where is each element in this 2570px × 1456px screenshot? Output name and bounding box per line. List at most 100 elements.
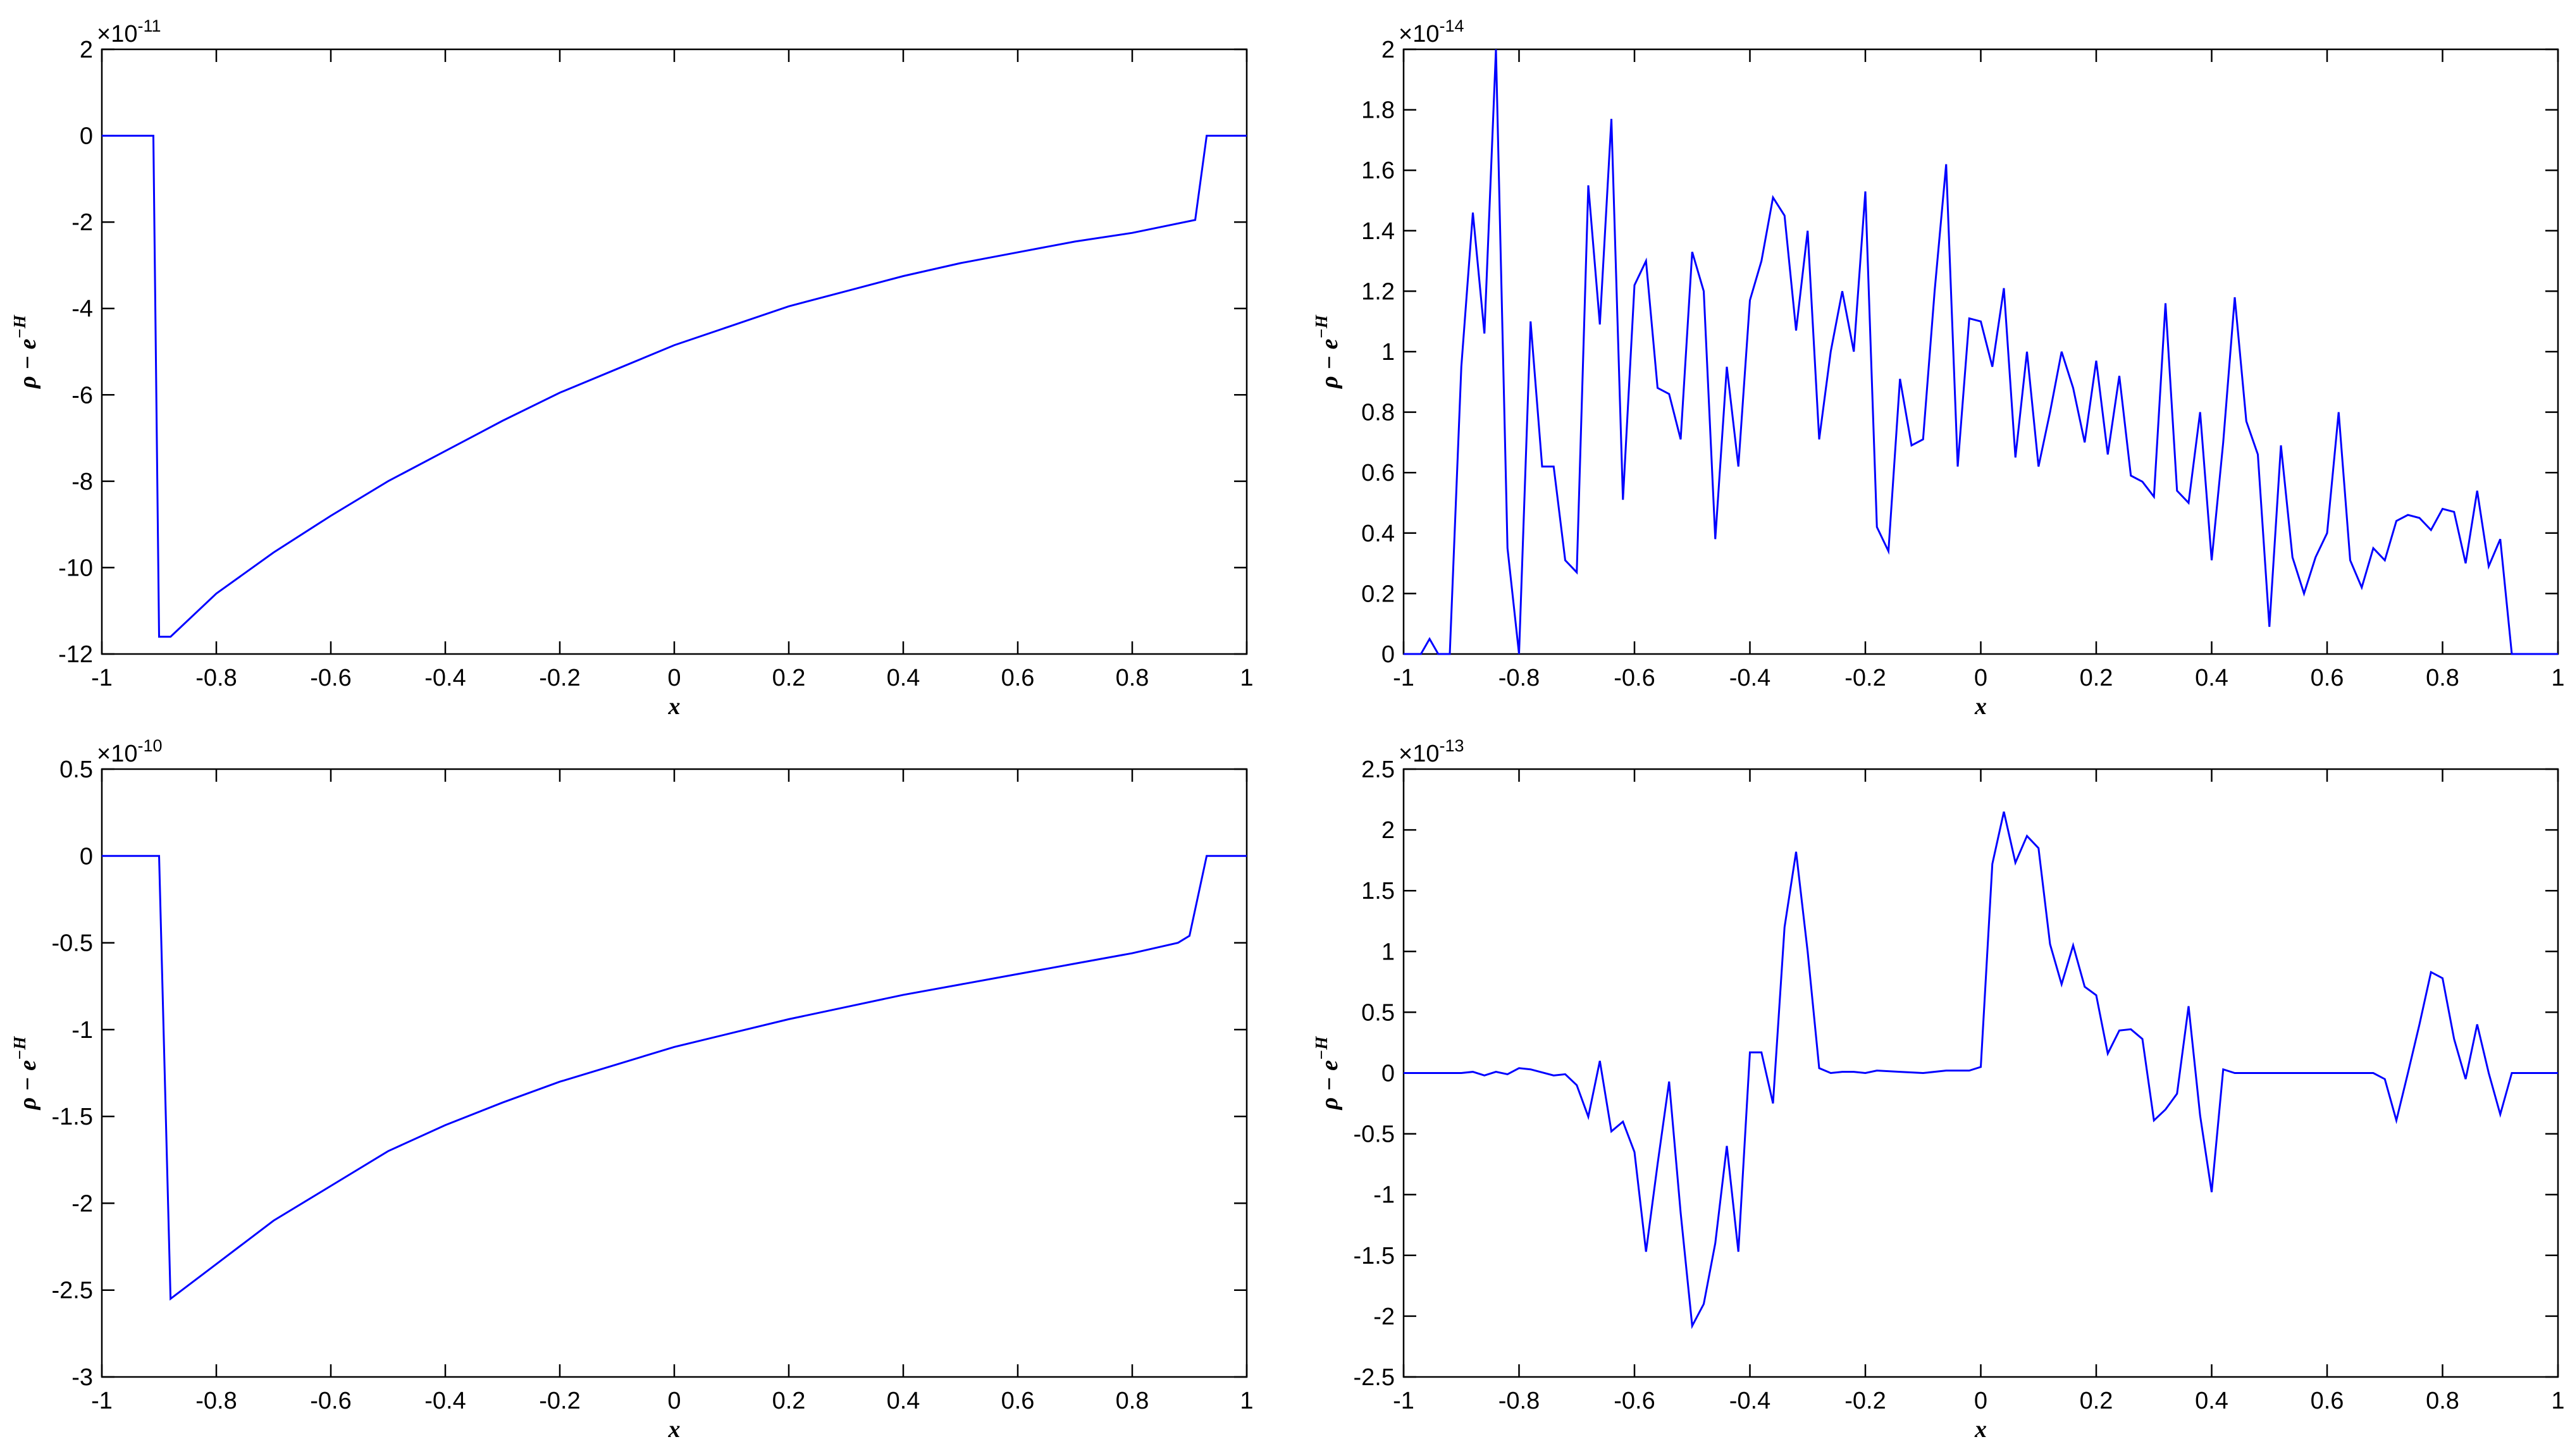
chart-panel: -1 -0.8 -0.6 -0.4 -0.2 0 0.2 0.4 0.6 0.8 1 -12 -10 -8… xyxy=(10,16,1254,720)
y-tick-label: -1 xyxy=(71,1017,93,1044)
axis-multiplier-exp: -13 xyxy=(1439,736,1464,755)
chart-panel: -1 -0.8 -0.6 -0.4 -0.2 0 0.2 0.4 0.6 0.8 1 0 0.2 0.4 0… xyxy=(1312,16,2565,720)
x-tick-label: -1 xyxy=(91,1388,113,1414)
x-tick-label: -0.8 xyxy=(1498,665,1540,691)
y-axis-label-sup: −H xyxy=(10,314,29,338)
data-line xyxy=(1404,811,2558,1330)
x-tick-label: 0.6 xyxy=(1001,665,1035,691)
y-tick-label: 0.4 xyxy=(1361,521,1395,547)
y-tick-label: 0.8 xyxy=(1361,400,1395,426)
y-tick-label: -0.5 xyxy=(52,930,93,957)
x-tick-label: -0.2 xyxy=(539,1388,580,1414)
x-tick-label: 0 xyxy=(667,1388,681,1414)
x-tick-label: -0.8 xyxy=(195,1388,237,1414)
y-axis-label: ρ − e−H xyxy=(10,314,41,389)
y-tick-label: 1.8 xyxy=(1361,97,1395,124)
axis-multiplier: ×10-10 xyxy=(97,736,163,767)
y-tick-label: -2 xyxy=(71,209,93,236)
y-tick-label: -3 xyxy=(71,1364,93,1391)
y-axis-label-base: ρ − e xyxy=(1316,1060,1343,1111)
y-axis-label-sup: −H xyxy=(1312,314,1331,338)
y-tick-label: -4 xyxy=(71,296,93,323)
axis-multiplier: ×10-11 xyxy=(97,16,161,47)
y-tick-label: 0 xyxy=(80,123,93,150)
y-tick-label: -2 xyxy=(1373,1304,1395,1330)
x-tick-label: 0 xyxy=(1974,1388,1987,1414)
y-tick-label: 2 xyxy=(1381,37,1395,63)
y-tick-label: 1.5 xyxy=(1361,878,1395,904)
y-tick-label: 0 xyxy=(1381,1061,1395,1087)
x-tick-label: -0.2 xyxy=(539,665,580,691)
x-axis-label: x xyxy=(1974,693,1987,720)
x-tick-label: 0.8 xyxy=(2426,1388,2459,1414)
y-tick-label: -10 xyxy=(58,555,93,581)
x-tick-label: -0.4 xyxy=(1729,1388,1770,1414)
y-axis-label: ρ − e−H xyxy=(10,1036,41,1111)
x-tick-label: 0.8 xyxy=(1116,665,1149,691)
x-tick-label: -0.6 xyxy=(310,1388,351,1414)
x-tick-label: -0.8 xyxy=(1498,1388,1540,1414)
y-axis-label-base: ρ − e xyxy=(15,338,41,389)
y-axis-label-sup: −H xyxy=(10,1036,29,1060)
y-tick-label: 2 xyxy=(80,37,93,63)
x-tick-label: 0.8 xyxy=(1116,1388,1149,1414)
x-tick-label: 0.6 xyxy=(2311,665,2344,691)
x-tick-label: -0.6 xyxy=(1614,665,1655,691)
y-axis-label: ρ − e−H xyxy=(1312,314,1343,389)
x-tick-label: 0.6 xyxy=(2311,1388,2344,1414)
y-axis-label-base: ρ − e xyxy=(1316,338,1343,389)
y-tick-label: 1 xyxy=(1381,939,1395,965)
y-tick-label: -2.5 xyxy=(1354,1364,1395,1391)
x-tick-label: -0.2 xyxy=(1844,1388,1886,1414)
x-tick-label: 0.4 xyxy=(2195,665,2228,691)
x-tick-label: 0.2 xyxy=(772,1388,806,1414)
y-tick-label: 1.2 xyxy=(1361,278,1395,305)
y-tick-label: 1.6 xyxy=(1361,157,1395,184)
y-tick-label: 0 xyxy=(1381,641,1395,668)
x-tick-label: 0.2 xyxy=(2080,1388,2113,1414)
x-tick-label: 1 xyxy=(1240,665,1253,691)
x-tick-label: 1 xyxy=(2551,665,2564,691)
axis-multiplier-base: ×10 xyxy=(1399,21,1439,47)
axis-multiplier: ×10-14 xyxy=(1399,16,1464,47)
x-axis-label: x xyxy=(668,1416,681,1443)
y-tick-label: 2 xyxy=(1381,817,1395,844)
x-tick-label: 0.2 xyxy=(2080,665,2113,691)
x-tick-label: -0.2 xyxy=(1844,665,1886,691)
axis-multiplier-base: ×10 xyxy=(97,21,137,47)
x-tick-label: 0.6 xyxy=(1001,1388,1035,1414)
x-tick-label: 0.4 xyxy=(2195,1388,2228,1414)
y-tick-label: 2.5 xyxy=(1361,756,1395,783)
axis-multiplier: ×10-13 xyxy=(1399,736,1464,767)
y-tick-label: -2 xyxy=(71,1190,93,1217)
y-tick-label: -0.5 xyxy=(1354,1121,1395,1148)
x-tick-label: 0 xyxy=(1974,665,1987,691)
chart-panel: -1 -0.8 -0.6 -0.4 -0.2 0 0.2 0.4 0.6 0.8 1 -3 -2.5 -2… xyxy=(10,736,1254,1443)
y-axis-label-base: ρ − e xyxy=(15,1060,41,1111)
y-tick-label: 1.4 xyxy=(1361,218,1395,245)
x-tick-label: -1 xyxy=(91,665,113,691)
y-tick-label: -8 xyxy=(71,469,93,495)
x-tick-label: 1 xyxy=(1240,1388,1253,1414)
y-axis-label-sup: −H xyxy=(1312,1036,1331,1060)
x-tick-label: -0.8 xyxy=(195,665,237,691)
x-tick-label: -0.4 xyxy=(424,665,466,691)
x-tick-label: -0.4 xyxy=(1729,665,1770,691)
x-tick-label: 0.4 xyxy=(887,665,920,691)
axis-multiplier-base: ×10 xyxy=(97,741,137,767)
y-tick-label: 0.2 xyxy=(1361,581,1395,607)
x-tick-label: 0.8 xyxy=(2426,665,2459,691)
y-tick-label: -2.5 xyxy=(52,1278,93,1304)
y-tick-label: -1.5 xyxy=(1354,1243,1395,1269)
axis-multiplier-exp: -14 xyxy=(1439,16,1464,35)
y-tick-label: 0.5 xyxy=(59,756,93,783)
y-tick-label: 0.6 xyxy=(1361,460,1395,486)
y-tick-label: 1 xyxy=(1381,339,1395,366)
x-axis-label: x xyxy=(668,693,681,720)
y-tick-label: -12 xyxy=(58,641,93,668)
x-tick-label: 0 xyxy=(667,665,681,691)
x-tick-label: -1 xyxy=(1393,665,1414,691)
plot-frame xyxy=(101,48,1248,655)
x-axis-label: x xyxy=(1974,1416,1987,1443)
